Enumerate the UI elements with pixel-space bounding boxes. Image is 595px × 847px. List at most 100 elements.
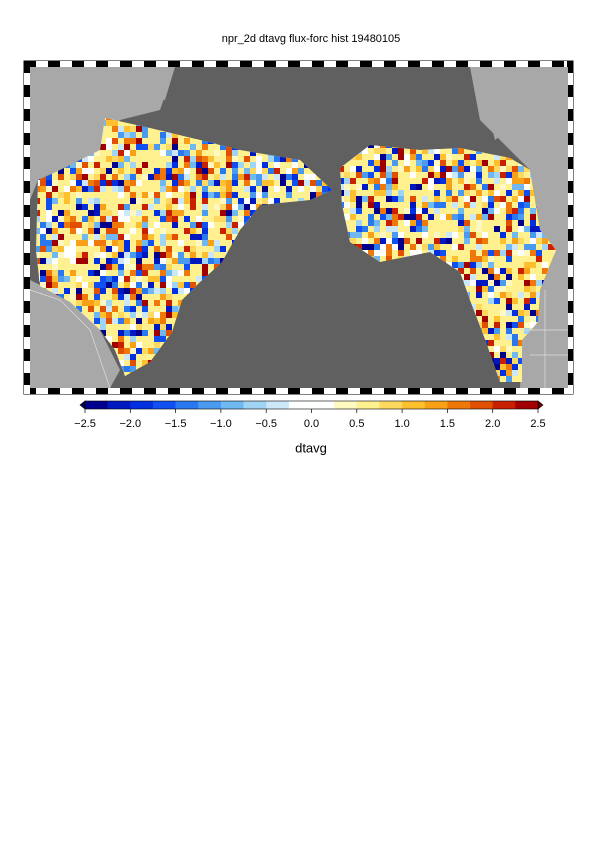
border-seg [552,61,564,67]
data-cell [434,244,440,250]
data-cell [142,300,148,306]
data-cell [250,150,256,156]
data-cell [470,298,476,304]
data-cell [286,174,292,180]
data-cell [518,196,524,202]
data-cell [130,174,136,180]
data-cell [280,156,286,162]
data-cell [142,288,148,294]
data-cell [392,172,398,178]
data-cell [136,264,142,270]
data-cell [208,162,214,168]
data-cell [124,144,130,150]
data-cell [208,144,214,150]
data-cell [362,148,368,154]
data-cell [76,282,82,288]
data-cell [524,310,530,316]
data-cell [52,246,58,252]
data-cell [106,126,112,132]
data-cell [530,220,536,226]
data-cell [124,330,130,336]
data-cell [440,202,446,208]
data-cell [398,166,404,172]
data-cell [458,268,464,274]
data-cell [130,354,136,360]
data-cell [368,220,374,226]
data-cell [344,214,350,220]
data-cell [470,304,476,310]
data-cell [386,196,392,202]
data-cell [280,174,286,180]
data-cell [100,168,106,174]
border-seg [567,133,573,145]
data-cell [386,226,392,232]
data-cell [268,180,274,186]
data-cell [160,210,166,216]
data-cell [136,126,142,132]
data-cell [422,226,428,232]
data-cell [536,298,542,304]
data-cell [190,234,196,240]
data-cell [64,276,70,282]
data-cell [524,178,530,184]
data-cell [112,180,118,186]
data-cell [244,168,250,174]
data-cell [160,330,166,336]
data-cell [524,286,530,292]
data-cell [136,144,142,150]
data-cell [416,166,422,172]
border-seg [84,61,96,67]
data-cell [310,186,316,192]
data-cell [452,244,458,250]
data-cell [76,252,82,258]
data-cell [100,186,106,192]
data-cell [380,154,386,160]
data-cell [250,210,256,216]
data-cell [178,174,184,180]
data-cell [476,220,482,226]
data-cell [36,228,40,234]
border-seg [288,388,300,394]
data-cell [494,268,500,274]
data-cell [452,172,458,178]
data-cell [220,144,226,150]
data-cell [440,178,446,184]
data-cell [238,204,244,210]
data-cell [160,282,166,288]
data-cell [356,244,362,250]
colorbar-box [288,401,312,409]
data-cell [100,282,106,288]
data-cell [94,270,100,276]
data-cell [506,328,512,334]
data-cell [292,180,298,186]
data-cell [524,190,530,196]
colorbar-tick-label: 2.0 [485,418,500,430]
data-cell [422,220,428,226]
data-cell [40,258,46,264]
data-cell [154,210,160,216]
data-cell [268,156,274,162]
border-seg [60,61,72,67]
data-cell [410,208,416,214]
data-cell [488,340,494,346]
data-cell [232,174,238,180]
data-cell [214,246,220,252]
data-cell [160,240,166,246]
data-cell [226,156,232,162]
border-seg [324,388,336,394]
data-cell [46,222,52,228]
data-cell [220,174,226,180]
data-cell [428,148,434,154]
data-cell [40,270,46,276]
data-cell [512,274,518,280]
data-cell [70,180,76,186]
border-seg [567,349,573,361]
data-cell [512,316,518,322]
data-cell [136,324,142,330]
data-cell [530,238,536,244]
data-cell [160,150,166,156]
border-seg [567,61,573,73]
data-cell [386,202,392,208]
data-cell [118,150,124,156]
border-seg [24,289,30,301]
